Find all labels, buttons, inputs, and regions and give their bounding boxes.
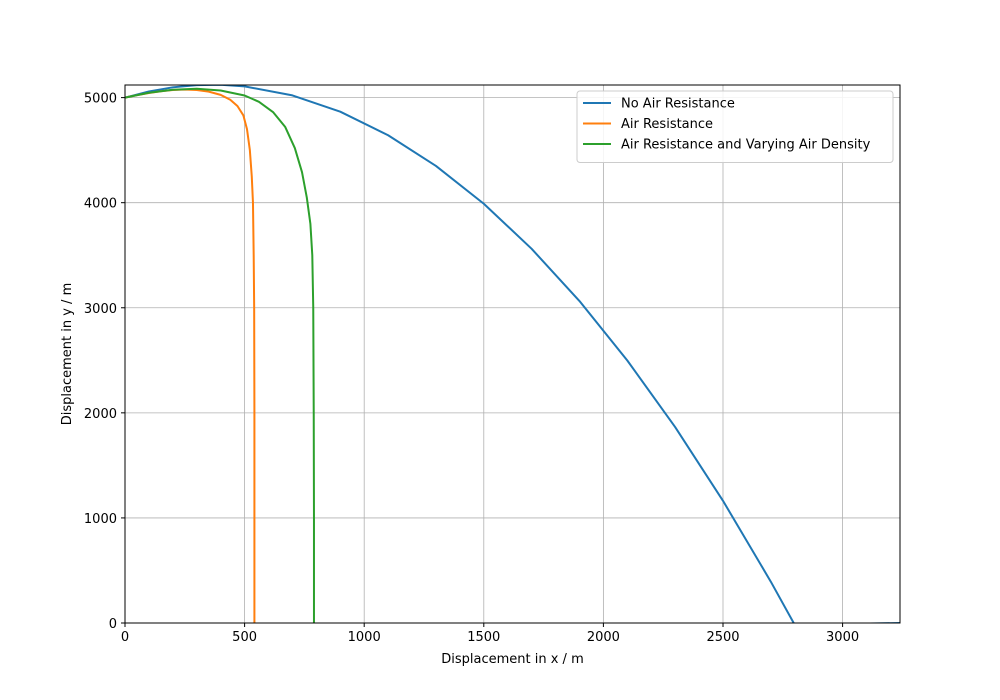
x-tick-label: 3000 bbox=[826, 630, 859, 645]
y-tick-label: 3000 bbox=[84, 302, 117, 317]
x-tick-label: 1000 bbox=[348, 630, 381, 645]
axes-frame bbox=[124, 84, 901, 624]
y-tick-label: 5000 bbox=[84, 92, 117, 107]
y-tick-label: 0 bbox=[109, 617, 117, 632]
y-tick-label: 2000 bbox=[84, 407, 117, 422]
x-axis-label: Displacement in x / m bbox=[441, 652, 584, 667]
legend-label-air-resistance: Air Resistance bbox=[621, 117, 713, 132]
series-line-air-resistance-and-varying-air-density bbox=[125, 87, 315, 623]
x-tick-label: 2000 bbox=[587, 630, 620, 645]
y-tick-label: 1000 bbox=[84, 512, 117, 527]
legend-label-air-resistance-and-varying-air-density: Air Resistance and Varying Air Density bbox=[621, 138, 871, 153]
y-tick-label: 4000 bbox=[84, 197, 117, 212]
x-tick-label: 500 bbox=[232, 630, 257, 645]
y-axis-label: Displacement in y / m bbox=[60, 283, 75, 426]
x-tick-label: 1500 bbox=[467, 630, 500, 645]
plot-area bbox=[125, 85, 900, 623]
legend-label-no-air-resistance: No Air Resistance bbox=[621, 97, 735, 112]
x-tick-label: 0 bbox=[121, 630, 129, 645]
legend-box bbox=[576, 90, 894, 163]
x-tick-label: 2500 bbox=[706, 630, 739, 645]
